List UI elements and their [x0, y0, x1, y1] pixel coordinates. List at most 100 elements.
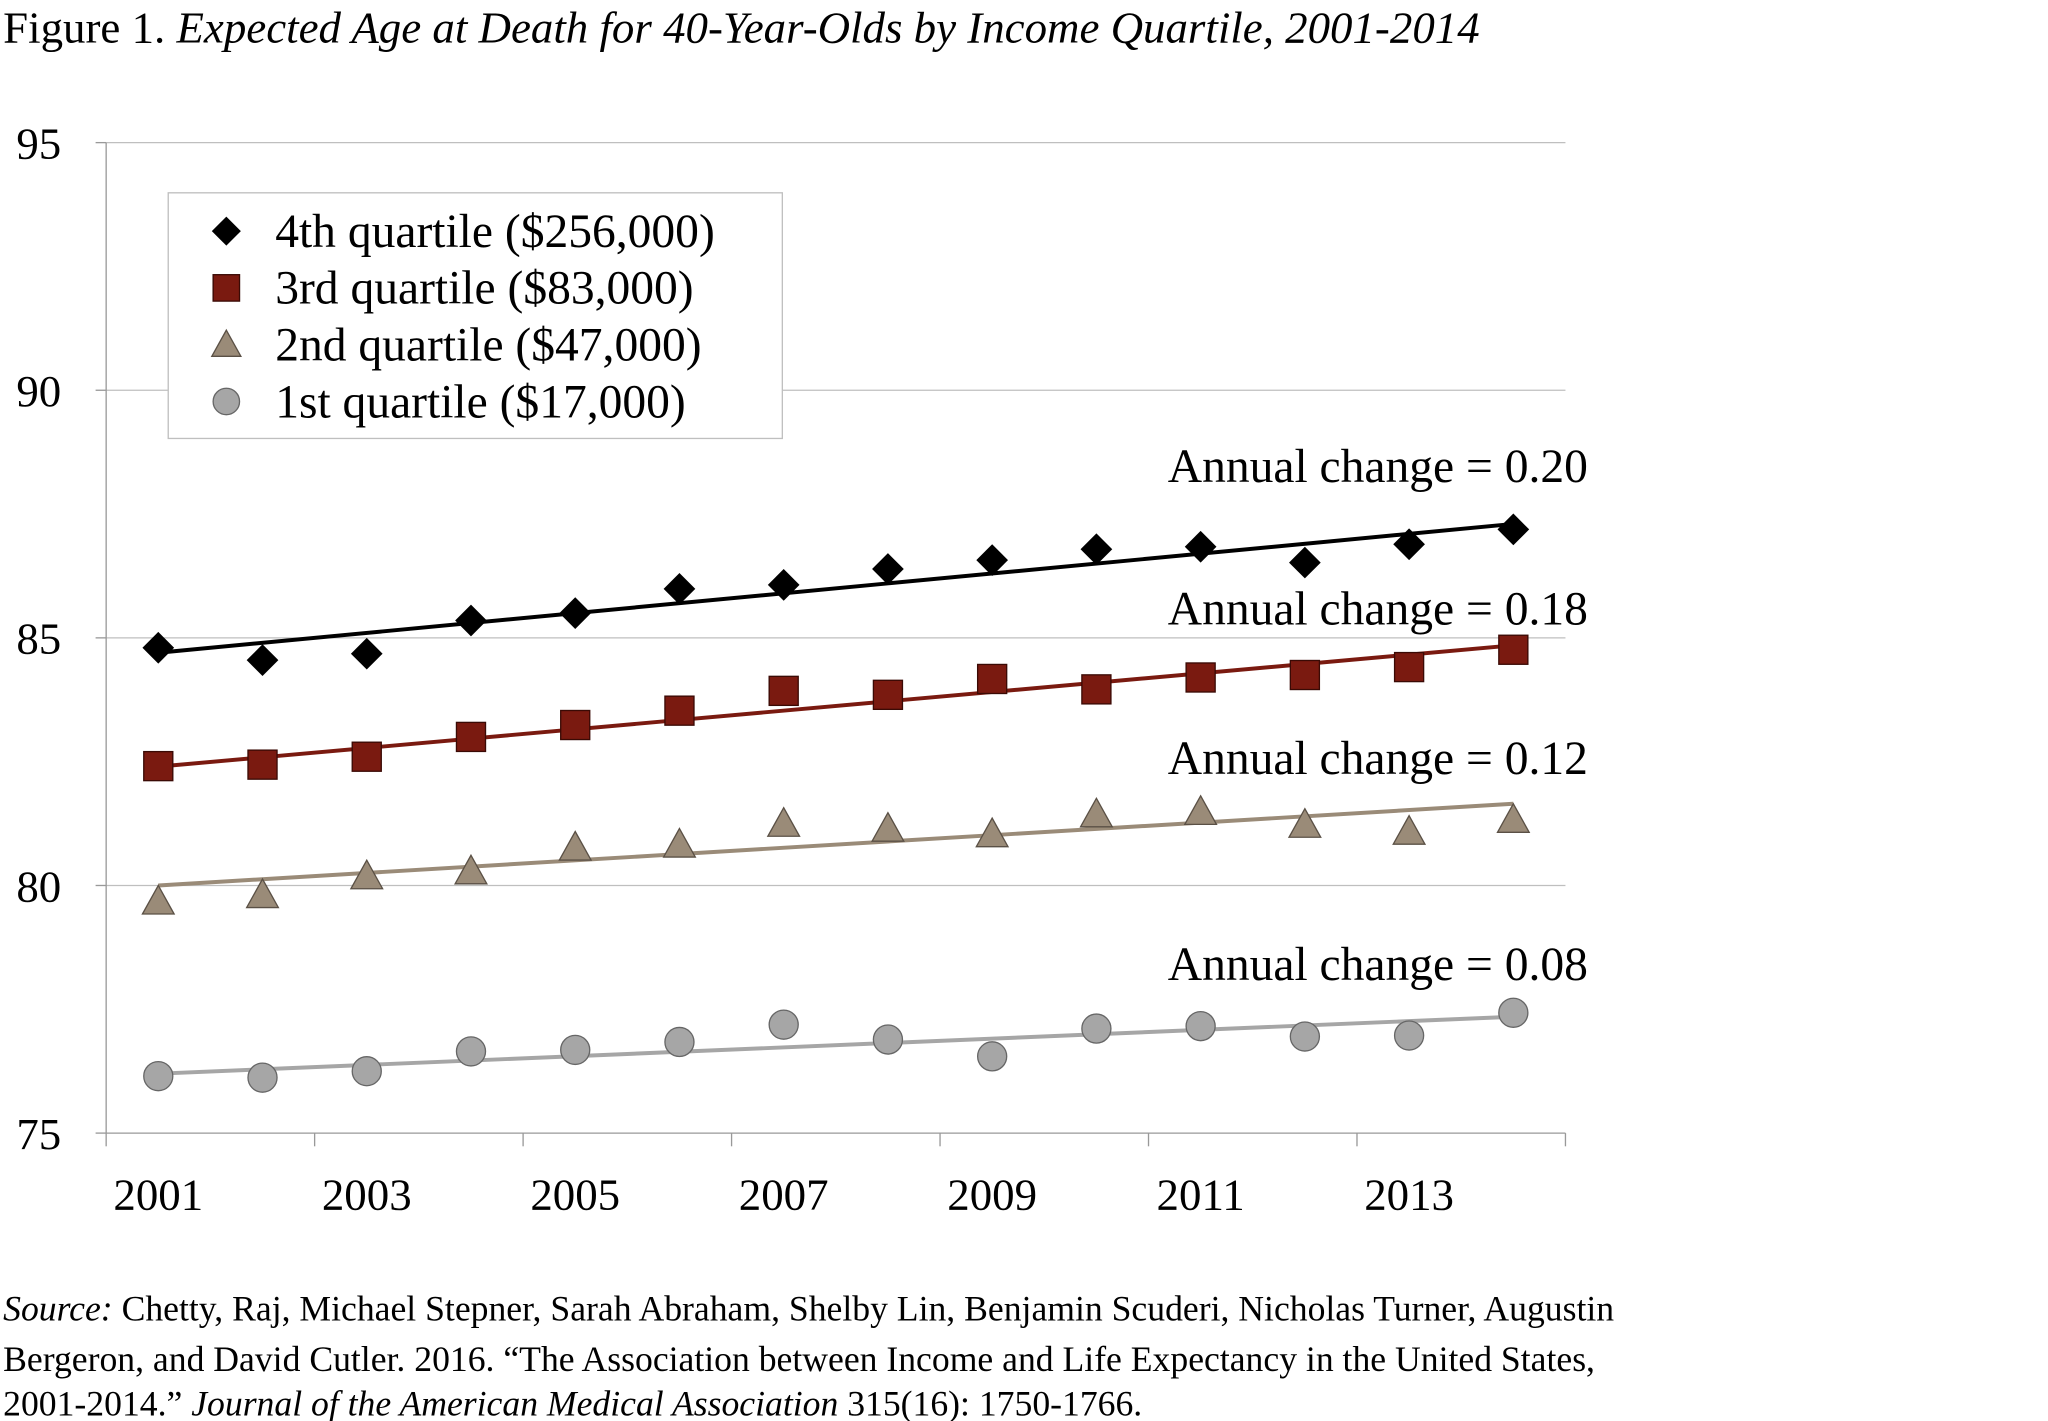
point-diamond-2008 — [872, 553, 904, 585]
point-circle-2007 — [768, 1009, 799, 1040]
legend-marker-diamond — [211, 216, 241, 246]
point-circle-2012 — [1289, 1021, 1321, 1052]
point-triangle-2014 — [1496, 802, 1531, 833]
point-triangle-2002 — [245, 877, 280, 909]
annotation-annual-change: Annual change = 0.18 — [1168, 584, 1588, 636]
point-square-2006 — [664, 695, 695, 726]
point-triangle-2008 — [870, 811, 905, 842]
legend-label: 3rd quartile ($83,000) — [275, 263, 693, 315]
axes: 95 90 85 80 75 2001 2003 2005 2007 2009 2011 2013 — [16, 118, 1567, 1220]
source-citation: 315(16): 1750-1766. — [838, 1384, 1142, 1421]
point-diamond-2012 — [1289, 546, 1321, 579]
point-square-2007 — [768, 675, 799, 707]
legend-marker-triangle — [210, 328, 242, 357]
data-points — [141, 513, 1531, 1093]
point-circle-2011 — [1185, 1010, 1216, 1042]
legend: 4th quartile ($256,000)3rd quartile ($83… — [167, 192, 783, 440]
point-square-2014 — [1498, 634, 1529, 665]
point-square-2013 — [1393, 651, 1425, 683]
source-line-1: Chetty, Raj, Michael Stepner, Sarah Abra… — [113, 1289, 1615, 1329]
point-diamond-2001 — [142, 631, 175, 664]
point-diamond-2004 — [455, 604, 487, 637]
point-circle-2006 — [664, 1026, 695, 1058]
trend-line-triangle — [158, 801, 1514, 888]
point-diamond-2011 — [1184, 530, 1217, 563]
x-tick-label: 2007 — [739, 1170, 829, 1220]
trend-line-diamond — [158, 521, 1514, 655]
trend-line-circle — [158, 1014, 1514, 1076]
y-tick-label: 75 — [16, 1109, 61, 1159]
annotation-annual-change: Annual change = 0.12 — [1168, 733, 1588, 785]
svg-text:Source: Chetty, Raj, Michael S: Source: Chetty, Raj, Michael Stepner, Sa… — [3, 1289, 1614, 1329]
point-circle-2005 — [560, 1034, 591, 1066]
point-square-2001 — [143, 750, 174, 782]
point-circle-2009 — [976, 1041, 1008, 1072]
point-square-2010 — [1081, 674, 1112, 705]
x-tick-label: 2001 — [113, 1170, 203, 1220]
point-diamond-2014 — [1497, 513, 1530, 546]
point-diamond-2013 — [1393, 528, 1425, 561]
trend-line-square — [158, 643, 1514, 769]
source-line-3: 2001-2014.” — [3, 1384, 191, 1421]
point-square-2003 — [351, 741, 382, 772]
point-square-2012 — [1289, 659, 1321, 691]
x-tick-label: 2005 — [530, 1170, 620, 1220]
point-triangle-2013 — [1392, 814, 1427, 845]
point-square-2002 — [247, 749, 278, 780]
figure-title: Figure 1. Expected Age at Death for 40-Y… — [3, 2, 1480, 52]
point-triangle-2010 — [1079, 796, 1114, 828]
title-text: Expected Age at Death for 40-Year-Olds b… — [175, 2, 1479, 52]
svg-text:2001-2014.” Journal of the Ame: 2001-2014.” Journal of the American Medi… — [3, 1384, 1142, 1421]
point-triangle-2004 — [454, 853, 488, 885]
legend-box — [167, 192, 783, 440]
title-prefix: Figure 1. — [3, 2, 165, 52]
annotation-annual-change: Annual change = 0.20 — [1168, 441, 1588, 493]
point-square-2005 — [560, 709, 591, 741]
point-triangle-2001 — [141, 884, 176, 915]
source-journal: Journal of the American Medical Associat… — [191, 1384, 838, 1421]
point-square-2011 — [1185, 662, 1216, 693]
x-tick-label: 2011 — [1157, 1170, 1245, 1220]
point-circle-2004 — [455, 1036, 487, 1067]
point-circle-2013 — [1393, 1020, 1425, 1051]
point-triangle-2003 — [349, 858, 384, 890]
point-triangle-2011 — [1183, 794, 1218, 826]
point-triangle-2012 — [1287, 807, 1322, 838]
annotation-annual-change: Annual change = 0.08 — [1168, 939, 1588, 991]
x-tick-label: 2003 — [322, 1170, 412, 1220]
point-triangle-2007 — [766, 806, 801, 837]
x-tick-label: 2013 — [1364, 1170, 1454, 1220]
y-tick-label: 80 — [16, 861, 61, 911]
legend-label: 4th quartile ($256,000) — [275, 206, 715, 258]
y-tick-label: 95 — [16, 118, 61, 168]
point-circle-2001 — [143, 1060, 174, 1092]
y-tick-label: 90 — [16, 366, 61, 416]
point-triangle-2009 — [975, 816, 1010, 848]
trend-lines — [158, 521, 1514, 1076]
source-note: Source: Chetty, Raj, Michael Stepner, Sa… — [3, 1289, 1614, 1421]
point-diamond-2005 — [559, 597, 592, 629]
point-circle-2008 — [872, 1024, 904, 1055]
legend-label: 2nd quartile ($47,000) — [275, 320, 701, 372]
legend-marker-circle — [212, 387, 241, 416]
point-circle-2003 — [351, 1056, 382, 1087]
y-tick-label: 85 — [16, 614, 61, 664]
point-circle-2014 — [1498, 997, 1529, 1028]
point-triangle-2006 — [662, 827, 697, 858]
point-square-2004 — [455, 721, 487, 753]
legend-label: 1st quartile ($17,000) — [275, 376, 686, 428]
legend-marker-square — [212, 274, 241, 302]
point-square-2008 — [872, 679, 904, 711]
source-label: Source: — [3, 1289, 113, 1329]
point-square-2009 — [976, 663, 1008, 695]
point-diamond-2002 — [246, 644, 279, 676]
point-triangle-2005 — [558, 830, 593, 861]
point-circle-2010 — [1081, 1013, 1112, 1044]
annotations: Annual change = 0.20 Annual change = 0.18… — [1168, 441, 1588, 991]
point-diamond-2006 — [663, 572, 696, 605]
point-diamond-2010 — [1080, 533, 1113, 566]
point-circle-2002 — [247, 1062, 278, 1093]
point-diamond-2003 — [350, 637, 383, 670]
source-line-2: Bergeron, and David Cutler. 2016. “The A… — [3, 1339, 1595, 1379]
